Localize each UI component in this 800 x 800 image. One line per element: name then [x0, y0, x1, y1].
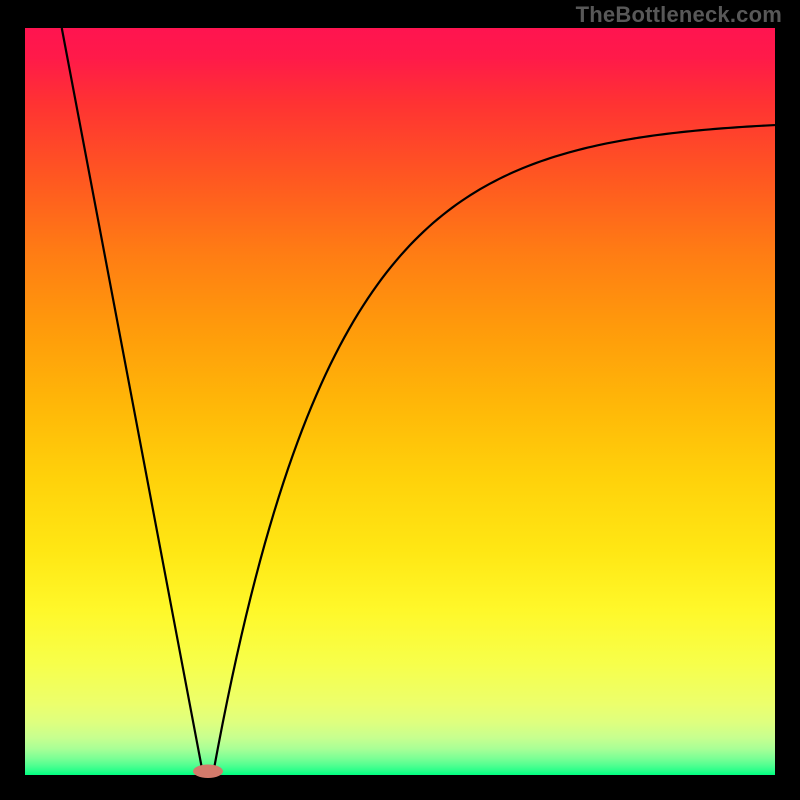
watermark-text: TheBottleneck.com: [576, 2, 782, 28]
plot-area: [25, 28, 775, 775]
chart-container: { "watermark": "TheBottleneck.com", "can…: [0, 0, 800, 800]
bottleneck-chart: [0, 0, 800, 800]
optimal-marker: [193, 765, 223, 778]
